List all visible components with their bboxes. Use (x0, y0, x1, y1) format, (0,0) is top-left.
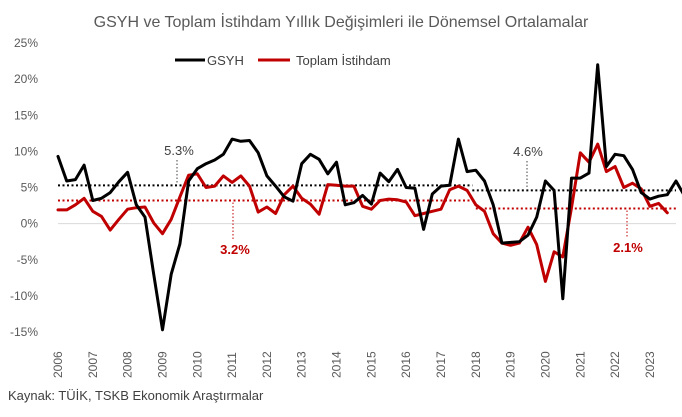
x-tick-label: 2021 (573, 351, 587, 378)
average-annotations: 5.3% 4.6% 3.2% 2.1% (164, 143, 643, 257)
x-tick-label: 2014 (330, 351, 344, 378)
x-tick-label: 2006 (51, 351, 65, 378)
legend-label-istihdam: Toplam İstihdam (296, 53, 391, 68)
y-tick-label: -15% (10, 325, 38, 339)
x-tick-label: 2023 (643, 351, 657, 378)
x-tick-label: 2012 (260, 351, 274, 378)
y-tick-label: 5% (21, 181, 39, 195)
x-tick-label: 2011 (225, 352, 239, 378)
y-axis: 25% 20% 15% 10% 5% 0% -5% -10% -15% (10, 36, 38, 339)
series-lines (56, 63, 682, 332)
x-tick-label: 2009 (155, 351, 169, 378)
y-tick-label: 10% (14, 144, 38, 158)
y-tick-label: -10% (10, 289, 38, 303)
series-line-gsyh (56, 63, 682, 332)
average-label: 3.2% (220, 242, 250, 257)
y-tick-label: 15% (14, 108, 38, 122)
series-line-istihdam (56, 142, 669, 283)
average-label: 5.3% (164, 143, 194, 158)
x-tick-label: 2010 (190, 351, 204, 378)
x-tick-label: 2020 (538, 351, 552, 378)
average-label: 4.6% (513, 144, 543, 159)
y-tick-label: -5% (17, 253, 39, 267)
x-tick-label: 2022 (608, 351, 622, 378)
x-tick-label: 2019 (504, 351, 518, 378)
x-tick-label: 2017 (434, 351, 448, 378)
x-tick-label: 2013 (295, 351, 309, 378)
x-tick-label: 2015 (364, 351, 378, 378)
average-label: 2.1% (613, 240, 643, 255)
y-tick-label: 20% (14, 72, 38, 86)
x-tick-label: 2008 (121, 351, 135, 378)
legend-label-gsyh: GSYH (207, 53, 244, 68)
x-axis: 2006 2007 2008 2009 2010 2011 2012 2013 2014 2015… (51, 223, 676, 378)
legend: GSYH Toplam İstihdam (175, 53, 391, 68)
x-tick-label: 2016 (399, 351, 413, 378)
source-note: Kaynak: TÜİK, TSKB Ekonomik Araştırmalar (8, 388, 264, 403)
x-tick-label: 2018 (469, 351, 483, 378)
chart-title: GSYH ve Toplam İstihdam Yıllık Değişimle… (94, 12, 589, 31)
y-tick-label: 0% (21, 217, 39, 231)
y-tick-label: 25% (14, 36, 38, 50)
period-averages (58, 184, 676, 210)
x-tick-label: 2007 (86, 351, 100, 378)
